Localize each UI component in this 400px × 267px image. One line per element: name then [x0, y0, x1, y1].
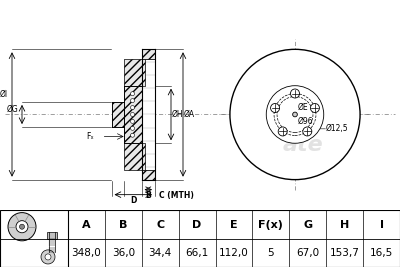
Circle shape — [310, 104, 320, 112]
Bar — [124, 143, 144, 170]
Text: 67,0: 67,0 — [296, 248, 319, 258]
Circle shape — [8, 213, 36, 241]
Circle shape — [266, 86, 324, 143]
Circle shape — [16, 221, 28, 233]
Text: ØE: ØE — [298, 103, 309, 112]
Text: Ø96: Ø96 — [298, 116, 314, 125]
Text: C (MTH): C (MTH) — [159, 191, 194, 200]
Text: ØI: ØI — [0, 90, 8, 99]
Circle shape — [270, 104, 280, 112]
Text: 436132: 436132 — [301, 6, 359, 20]
Text: Ø12,5: Ø12,5 — [325, 124, 348, 133]
Text: 348,0: 348,0 — [72, 248, 101, 258]
Text: D: D — [192, 220, 202, 230]
Text: B: B — [119, 220, 128, 230]
Bar — [124, 86, 142, 143]
Circle shape — [278, 127, 287, 136]
Text: I: I — [380, 220, 384, 230]
Bar — [142, 170, 155, 180]
FancyBboxPatch shape — [47, 232, 57, 239]
Circle shape — [293, 112, 297, 117]
Circle shape — [130, 133, 134, 137]
Circle shape — [130, 99, 134, 103]
Circle shape — [130, 92, 134, 96]
Text: 153,7: 153,7 — [330, 248, 360, 258]
Text: ate: ate — [283, 135, 323, 155]
Circle shape — [41, 250, 55, 264]
Circle shape — [130, 105, 134, 109]
Text: 24.0136-0132.2: 24.0136-0132.2 — [124, 6, 246, 20]
Circle shape — [130, 126, 134, 130]
Text: Fₓ: Fₓ — [86, 132, 94, 141]
Text: 34,4: 34,4 — [148, 248, 172, 258]
Text: B: B — [145, 191, 151, 200]
Bar — [142, 59, 155, 170]
Circle shape — [45, 254, 51, 260]
Text: C: C — [156, 220, 164, 230]
Text: ØA: ØA — [184, 110, 195, 119]
Bar — [124, 59, 144, 86]
Text: 66,1: 66,1 — [186, 248, 209, 258]
Text: 112,0: 112,0 — [219, 248, 249, 258]
Text: G: G — [303, 220, 312, 230]
Text: D: D — [130, 196, 136, 205]
Circle shape — [130, 119, 134, 123]
Text: A: A — [82, 220, 91, 230]
Text: ØH: ØH — [172, 110, 184, 119]
Circle shape — [130, 112, 134, 116]
Text: 36,0: 36,0 — [112, 248, 135, 258]
Bar — [142, 49, 155, 59]
Circle shape — [230, 49, 360, 180]
Circle shape — [20, 224, 24, 229]
Text: 16,5: 16,5 — [370, 248, 393, 258]
Text: F(x): F(x) — [258, 220, 283, 230]
Bar — [112, 102, 124, 127]
Text: ØG: ØG — [6, 105, 18, 114]
Text: E: E — [230, 220, 238, 230]
Text: 5: 5 — [268, 248, 274, 258]
Circle shape — [290, 89, 300, 98]
Circle shape — [303, 127, 312, 136]
Text: H: H — [340, 220, 349, 230]
